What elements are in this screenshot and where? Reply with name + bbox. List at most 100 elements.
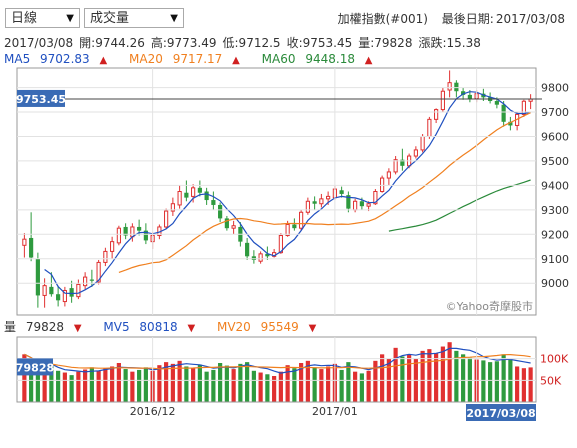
quote-high: 高:9773.49 (150, 36, 217, 50)
candle (454, 80, 459, 98)
candle-body (224, 218, 229, 229)
volume-bar (49, 365, 54, 402)
last-price-label: 9753.45 (16, 93, 66, 106)
price-frame (16, 67, 537, 316)
candle (258, 251, 263, 264)
volume-bar (528, 367, 533, 402)
ma20-legend: MA20 9717.17 ▲ (129, 52, 240, 66)
candle (49, 272, 54, 297)
volume-panel (22, 342, 533, 402)
mv20-legend: MV20 95549 ▼ (216, 320, 317, 334)
candle-body (386, 171, 391, 179)
candle-body (521, 100, 526, 115)
candle (130, 223, 135, 242)
candle-body (211, 200, 216, 205)
candle-body (42, 285, 47, 296)
price-tick-label: 9700 (541, 106, 569, 119)
volume-bar (123, 369, 128, 402)
candle-body (76, 283, 81, 298)
candle-body (380, 177, 385, 192)
candle-body (501, 104, 506, 122)
volume-bar (400, 356, 405, 402)
volume-bar (197, 364, 202, 402)
vol-legend: 量 79828 ▼ (4, 320, 82, 334)
volume-bar (407, 354, 412, 402)
candle-body (359, 201, 364, 207)
volume-bar (211, 369, 216, 402)
volume-bar (447, 342, 452, 402)
volume-bar (238, 363, 243, 402)
candle-body (400, 159, 405, 166)
candle (116, 225, 121, 246)
candle (218, 202, 223, 223)
candle-body (143, 230, 148, 241)
candle-body (292, 224, 297, 229)
candle (515, 112, 520, 131)
last-date: 2017/03/08 (495, 12, 565, 26)
volume-bar (420, 350, 425, 402)
candle-body (130, 226, 135, 238)
volume-bar (35, 371, 40, 402)
candle (89, 269, 94, 287)
candle-body (197, 187, 202, 193)
candle-body (258, 253, 263, 262)
candle-body (299, 211, 304, 229)
candle-body (339, 190, 344, 194)
candle-body (265, 253, 270, 257)
candle (224, 215, 229, 231)
mv5-legend: MV5 80818 ▼ (103, 320, 196, 334)
volume-bar (29, 360, 34, 402)
candle (103, 247, 108, 267)
candle-body (494, 101, 499, 105)
candle-body (110, 241, 115, 252)
candle (245, 237, 250, 260)
candle (339, 186, 344, 198)
period-select[interactable]: 日線 ▼ (5, 8, 80, 28)
candle-body (461, 91, 466, 95)
up-triangle-icon: ▲ (99, 55, 108, 66)
candle-body (49, 286, 54, 295)
volume-tick-label: 50K (540, 374, 562, 387)
candle-body (177, 191, 182, 206)
price-tick-label: 9800 (541, 82, 569, 95)
candle (197, 180, 202, 197)
volume-bar (89, 367, 94, 402)
volume-tick-label: 100K (540, 353, 569, 366)
price-tick-label: 9600 (541, 130, 569, 143)
candle-body (35, 258, 40, 296)
indicator-select[interactable]: 成交量 ▼ (84, 8, 184, 28)
volume-bar (204, 371, 209, 402)
chevron-down-icon: ▼ (66, 13, 74, 24)
volume-bar (427, 349, 432, 402)
candle (319, 193, 324, 208)
volume-bar (319, 369, 324, 402)
quote-row: 2017/03/08 開:9744.26 高:9773.49 低:9712.5 收:97… (4, 34, 487, 51)
candle-body (89, 279, 94, 281)
candle (177, 185, 182, 209)
last-date-label: 2017/03/08 (466, 407, 535, 420)
candle-body (96, 261, 101, 283)
candle (413, 146, 418, 159)
volume-bar (272, 376, 277, 402)
price-tick-label: 9200 (541, 228, 569, 241)
volume-bar (245, 362, 250, 402)
candle-body (231, 225, 236, 229)
candle (164, 208, 169, 230)
volume-bar (62, 372, 67, 402)
candle-body (62, 290, 67, 303)
candle-body (123, 226, 128, 236)
volume-bar (224, 365, 229, 402)
volume-bar (299, 363, 304, 402)
candle (251, 250, 256, 264)
price-panel (22, 70, 533, 308)
volume-bar (461, 354, 466, 402)
candle (211, 191, 216, 210)
volume-bar (521, 368, 526, 402)
up-triangle-icon: ▲ (364, 55, 373, 66)
volume-bar (103, 368, 108, 402)
candle (434, 108, 439, 124)
candle (400, 148, 405, 171)
candle (521, 99, 526, 117)
mv5-line (24, 347, 531, 374)
